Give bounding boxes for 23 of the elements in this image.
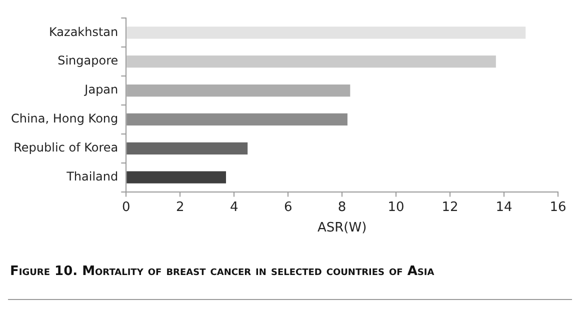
x-tick-label: 6 (284, 200, 292, 215)
bar (126, 171, 226, 184)
x-axis-title: ASR(W) (317, 220, 367, 236)
x-tick-label: 14 (496, 200, 512, 215)
x-tick-label: 2 (176, 200, 184, 215)
y-tick-label: Kazakhstan (49, 24, 118, 39)
bar (126, 56, 496, 68)
bar (126, 84, 350, 97)
y-tick-label: Republic of Korea (14, 140, 118, 155)
x-tick-label: 8 (338, 200, 346, 215)
y-tick-label: Thailand (66, 169, 118, 184)
x-tick-label: 4 (230, 200, 238, 215)
text: Figure 10. Mortality of breast cancer in selected countries of Asia (9, 264, 436, 279)
x-tick-label: 10 (388, 200, 404, 215)
bar (126, 113, 348, 126)
bar (126, 26, 526, 39)
y-tick-label: Singapore (58, 54, 118, 68)
x-tick-label: 0 (122, 200, 130, 215)
x-tick-label: 16 (550, 200, 566, 215)
x-tick-label: 12 (442, 200, 458, 215)
y-tick-label: China, Hong Kong (10, 112, 118, 126)
bar (126, 142, 248, 154)
y-tick-label: Japan (84, 82, 118, 97)
